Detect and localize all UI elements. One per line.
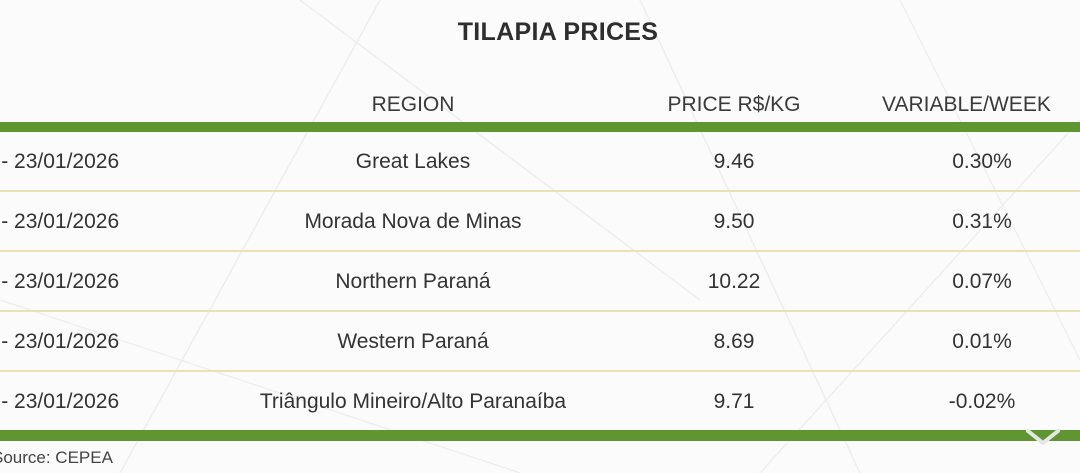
cell-variable: 0.31% bbox=[952, 210, 1012, 233]
cell-date: 19 - 23/01/2026 bbox=[0, 150, 120, 173]
column-header-variable: VARIABLE/WEEK bbox=[882, 93, 1051, 116]
column-header-region: REGION bbox=[371, 93, 455, 116]
source-note: Source: CEPEA bbox=[0, 448, 113, 467]
table-row: 19 - 23/01/2026 Morada Nova de Minas 9.5… bbox=[0, 192, 1080, 252]
cell-price: 9.71 bbox=[713, 390, 755, 413]
cell-region: Morada Nova de Minas bbox=[304, 210, 522, 233]
cell-date: 19 - 23/01/2026 bbox=[0, 210, 120, 233]
chevron-down-icon bbox=[1026, 429, 1060, 445]
cell-price: 10.22 bbox=[707, 270, 761, 293]
cell-date: 19 - 23/01/2026 bbox=[0, 390, 120, 413]
cell-region: Great Lakes bbox=[355, 150, 471, 173]
table-header: REGION PRICE R$/KG VARIABLE/WEEK bbox=[0, 90, 1080, 120]
cell-date: 19 - 23/01/2026 bbox=[0, 330, 120, 353]
cell-date: 19 - 23/01/2026 bbox=[0, 270, 120, 293]
table-row: 19 - 23/01/2026 Western Paraná 8.69 0.01… bbox=[0, 312, 1080, 372]
cell-price: 9.50 bbox=[713, 210, 755, 233]
table-row: 19 - 23/01/2026 Triângulo Mineiro/Alto P… bbox=[0, 372, 1080, 430]
cell-region: Western Paraná bbox=[337, 330, 489, 353]
cell-price: 9.46 bbox=[713, 150, 755, 173]
cell-region: Triângulo Mineiro/Alto Paranaíba bbox=[259, 390, 567, 413]
cell-variable: -0.02% bbox=[948, 390, 1016, 413]
cell-variable: 0.30% bbox=[952, 150, 1012, 173]
page-title: TILAPIA PRICES bbox=[457, 18, 659, 46]
price-table: 19 - 23/01/2026 Great Lakes 9.46 0.30% 1… bbox=[0, 132, 1080, 430]
column-header-price: PRICE R$/KG bbox=[667, 93, 801, 116]
header-divider-bar bbox=[0, 122, 1080, 132]
cell-variable: 0.07% bbox=[952, 270, 1012, 293]
table-row: 19 - 23/01/2026 Northern Paraná 10.22 0.… bbox=[0, 252, 1080, 312]
table-row: 19 - 23/01/2026 Great Lakes 9.46 0.30% bbox=[0, 132, 1080, 192]
cell-price: 8.69 bbox=[713, 330, 755, 353]
footer-divider-bar bbox=[0, 430, 1080, 441]
cell-region: Northern Paraná bbox=[335, 270, 491, 293]
cell-variable: 0.01% bbox=[952, 330, 1012, 353]
